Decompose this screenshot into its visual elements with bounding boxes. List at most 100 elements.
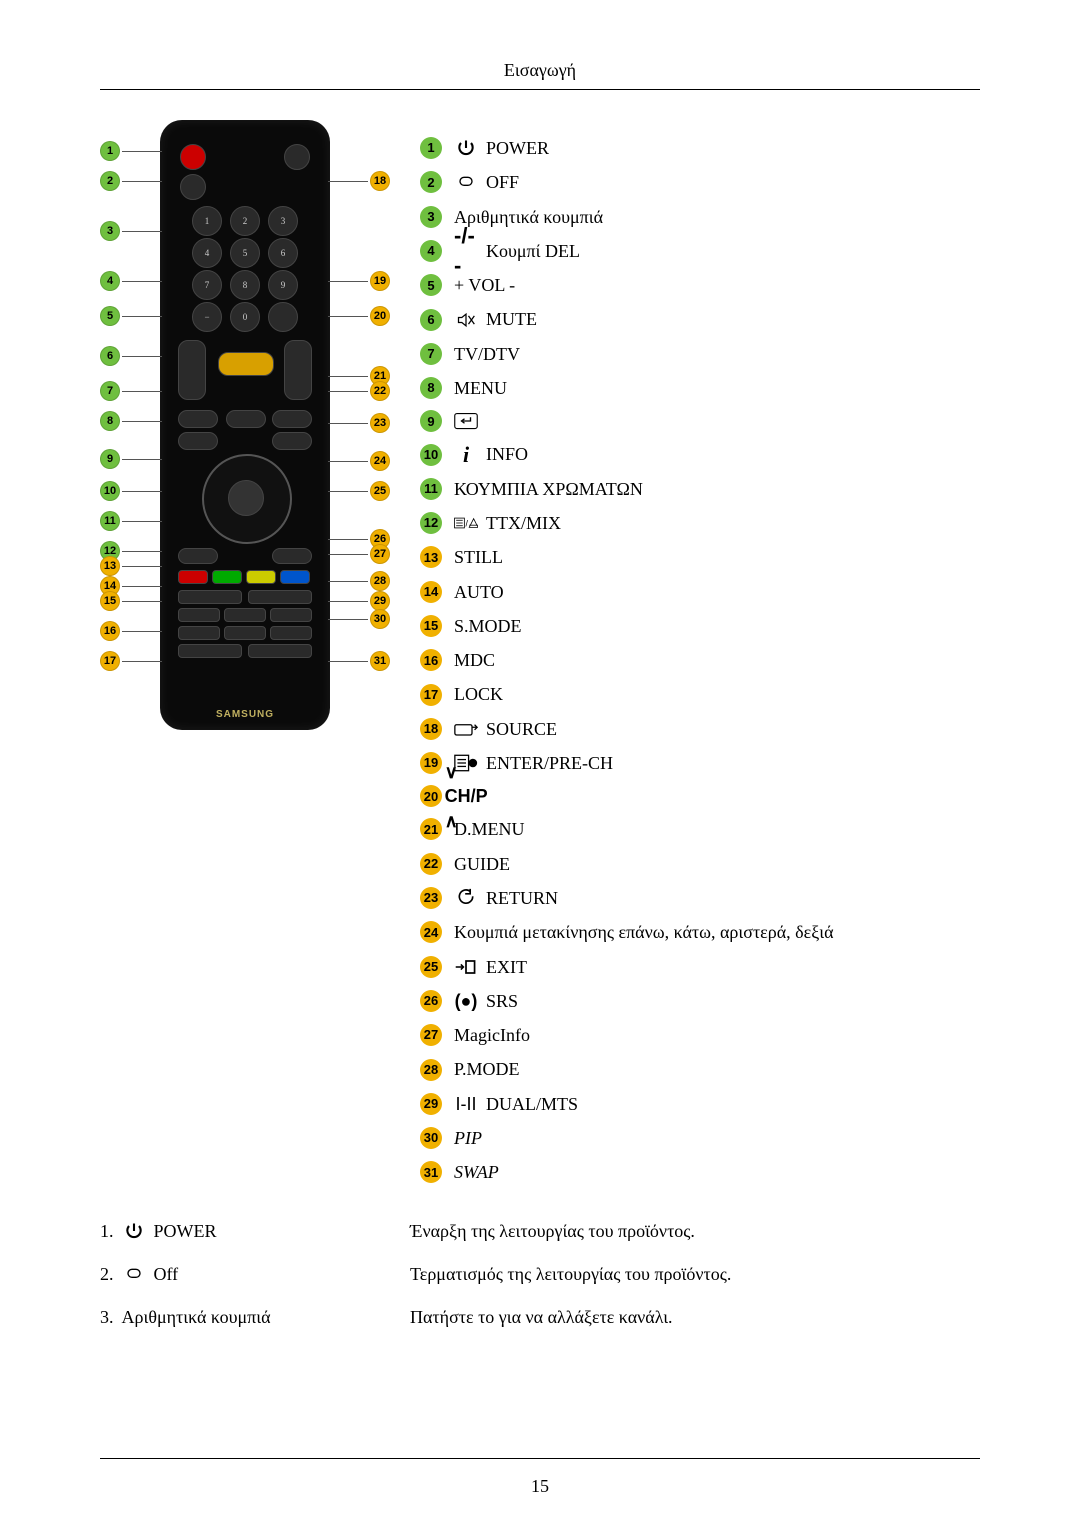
legend-row: 18SOURCE bbox=[420, 717, 980, 741]
legend-label: ΚΟΥΜΠΙΑ ΧΡΩΜΑΤΩΝ bbox=[454, 477, 643, 501]
description-row: 2.OffΤερματισμός της λειτουργίας του προ… bbox=[100, 1264, 980, 1285]
legend-label: AUTO bbox=[454, 580, 504, 604]
legend-label-text: MDC bbox=[454, 648, 495, 672]
callout-number: 24 bbox=[370, 451, 390, 471]
legend-number-badge: 7 bbox=[420, 343, 442, 365]
legend-number-badge: 20 bbox=[420, 785, 442, 807]
callout: 17 bbox=[100, 651, 162, 671]
callout: 2 bbox=[100, 171, 162, 191]
callout-number: 17 bbox=[100, 651, 120, 671]
legend-number-badge: 3 bbox=[420, 206, 442, 228]
legend-number-badge: 26 bbox=[420, 990, 442, 1012]
legend-label: EXIT bbox=[454, 955, 527, 979]
callout-line bbox=[328, 491, 368, 492]
callout: 20 bbox=[328, 306, 390, 326]
callout-line bbox=[122, 601, 162, 602]
page-number: 15 bbox=[0, 1476, 1080, 1497]
remote-ttx bbox=[178, 590, 242, 604]
legend-number-badge: 1 bbox=[420, 137, 442, 159]
legend-label: SOURCE bbox=[454, 717, 557, 741]
callout-number: 9 bbox=[100, 449, 120, 469]
description-number: 1. bbox=[100, 1221, 114, 1242]
callout-number: 27 bbox=[370, 544, 390, 564]
legend-label-text: LOCK bbox=[454, 682, 503, 706]
remote-off-button bbox=[180, 174, 206, 200]
callout-line bbox=[328, 391, 368, 392]
callout-line bbox=[328, 619, 368, 620]
callout-number: 25 bbox=[370, 481, 390, 501]
legend-label-text: STILL bbox=[454, 545, 503, 569]
legend-number-badge: 10 bbox=[420, 444, 442, 466]
rule-top bbox=[100, 89, 980, 90]
legend-label-text: ENTER/PRE-CH bbox=[486, 751, 613, 775]
callout: 5 bbox=[100, 306, 162, 326]
legend-label: I‑II DUAL/MTS bbox=[454, 1092, 578, 1116]
callout-number: 22 bbox=[370, 381, 390, 401]
remote-num-3: 3 bbox=[268, 206, 298, 236]
callout-line bbox=[122, 151, 162, 152]
page: Εισαγωγή 1 2 3 4 5 6 7 8 9 − 0 bbox=[0, 0, 1080, 1527]
button-legend-list: 1POWER2OFF3Αριθμητικά κουμπιά4-/--Κουμπί… bbox=[420, 120, 980, 1195]
remote-return bbox=[272, 432, 312, 450]
legend-label: MagicInfo bbox=[454, 1023, 530, 1047]
legend-label: (●)SRS bbox=[454, 989, 518, 1013]
remote-num-4: 4 bbox=[192, 238, 222, 268]
legend-row: 27MagicInfo bbox=[420, 1023, 980, 1047]
remote-enter bbox=[228, 480, 264, 516]
off-icon bbox=[454, 172, 478, 192]
legend-row: 28P.MODE bbox=[420, 1057, 980, 1081]
callout: 22 bbox=[328, 381, 390, 401]
legend-row: 26 (●)SRS bbox=[420, 989, 980, 1013]
remote-body: 1 2 3 4 5 6 7 8 9 − 0 bbox=[160, 120, 330, 730]
remote-vol bbox=[178, 340, 206, 400]
legend-row: 9 bbox=[420, 410, 980, 432]
callout-number: 6 bbox=[100, 346, 120, 366]
description-label: Αριθμητικά κουμπιά bbox=[122, 1307, 271, 1328]
legend-row: 22GUIDE bbox=[420, 852, 980, 876]
dual-icon: I‑II bbox=[454, 1094, 478, 1114]
legend-number-badge: 29 bbox=[420, 1093, 442, 1115]
legend-label: RETURN bbox=[454, 886, 558, 910]
legend-label: + VOL - bbox=[454, 273, 515, 297]
callout-line bbox=[328, 281, 368, 282]
legend-number-badge: 24 bbox=[420, 921, 442, 943]
remote-lock bbox=[224, 626, 266, 640]
legend-label-text: DUAL/MTS bbox=[486, 1092, 578, 1116]
remote-dmenu bbox=[226, 410, 266, 428]
description-text: Έναρξη της λειτουργίας του προϊόντος. bbox=[410, 1221, 980, 1242]
remote-source-button bbox=[284, 144, 310, 170]
legend-label-text: + VOL - bbox=[454, 273, 515, 297]
legend-row: 24Κουμπιά μετακίνησης επάνω, κάτω, αριστ… bbox=[420, 920, 980, 944]
legend-label-text: ΚΟΥΜΠΙΑ ΧΡΩΜΑΤΩΝ bbox=[454, 477, 643, 501]
callout-number: 29 bbox=[370, 591, 390, 611]
callout-line bbox=[122, 491, 162, 492]
remote-num-5: 5 bbox=[230, 238, 260, 268]
legend-row: 20∨ CH/P ∧ bbox=[420, 785, 980, 807]
legend-label: MUTE bbox=[454, 307, 537, 331]
callout: 19 bbox=[328, 271, 390, 291]
description-term: 3.Αριθμητικά κουμπιά bbox=[100, 1307, 370, 1328]
callout-number: 18 bbox=[370, 171, 390, 191]
legend-row: 17 LOCK bbox=[420, 682, 980, 706]
callout: 3 bbox=[100, 221, 162, 241]
remote-smode bbox=[178, 626, 220, 640]
callout-line bbox=[122, 521, 162, 522]
legend-label: TV/DTV bbox=[454, 342, 520, 366]
legend-label-text: TV/DTV bbox=[454, 342, 520, 366]
legend-label: MENU bbox=[454, 376, 507, 400]
legend-row: 1POWER bbox=[420, 136, 980, 160]
callout-number: 8 bbox=[100, 411, 120, 431]
legend-number-badge: 13 bbox=[420, 546, 442, 568]
callout: 7 bbox=[100, 381, 162, 401]
remote-still bbox=[178, 608, 220, 622]
legend-row: 3Αριθμητικά κουμπιά bbox=[420, 205, 980, 229]
remote-blue bbox=[280, 570, 310, 584]
descriptions-table: 1.POWERΈναρξη της λειτουργίας του προϊόν… bbox=[100, 1221, 980, 1328]
legend-label-text: SWAP bbox=[454, 1160, 499, 1184]
remote-num-1: 1 bbox=[192, 206, 222, 236]
legend-number-badge: 17 bbox=[420, 684, 442, 706]
callout-line bbox=[122, 551, 162, 552]
callout-number: 1 bbox=[100, 141, 120, 161]
remote-guide bbox=[272, 410, 312, 428]
legend-label: /TTX/MIX bbox=[454, 511, 561, 535]
